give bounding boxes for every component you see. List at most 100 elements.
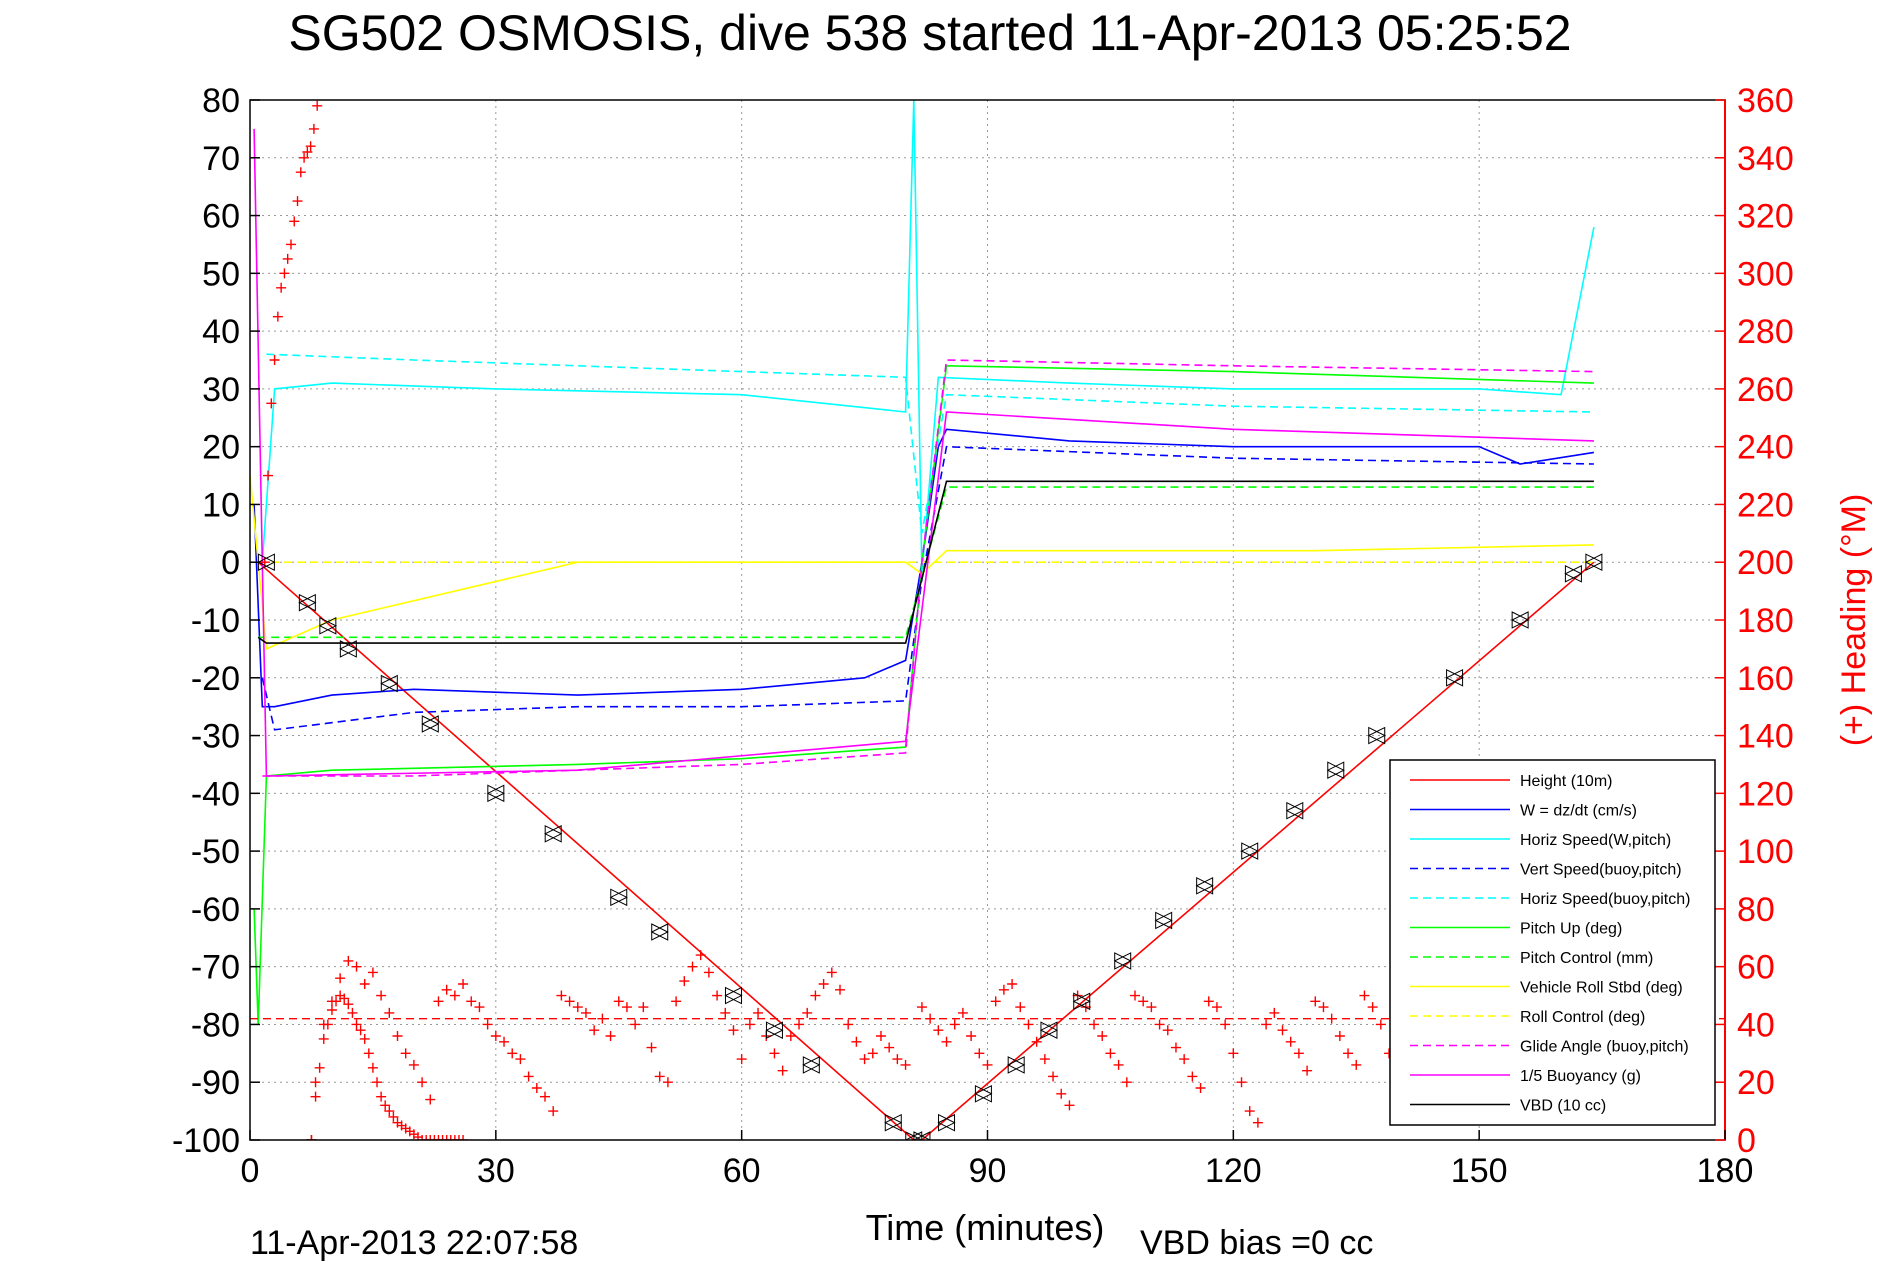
turn-marker [1240,842,1259,860]
heading-point [916,1002,927,1013]
heading-point [269,355,280,365]
y-tick-label: -80 [191,1006,240,1044]
y-tick-label: -90 [191,1064,240,1102]
y-tick-label: -100 [172,1122,240,1160]
heading-point [998,984,1009,995]
heading-point [359,1033,370,1044]
right-axis-label: (+) Heading (°M) [1835,494,1873,747]
y-tick-label: -40 [191,775,240,813]
legend-label-9: Glide Angle (buoy,pitch) [1520,1039,1689,1056]
heading-point [1039,1054,1050,1065]
heading-point [523,1071,534,1082]
y-tick-label: -60 [191,891,240,929]
heading-point [1056,1088,1067,1099]
turn-marker [1511,611,1530,629]
heading-point [1252,1117,1263,1128]
heading-point [941,1036,952,1047]
series-line-9 [262,359,1594,777]
heading-point [1170,1042,1181,1053]
heading-point [314,1062,325,1073]
heading-point [974,1048,985,1059]
y-right-tick-label: 360 [1737,82,1794,120]
heading-point [654,1071,665,1082]
heading-point [441,984,452,995]
heading-point [1064,1100,1075,1111]
y-tick-label: 70 [202,140,240,178]
heading-point [408,1059,419,1070]
heading-point [564,996,575,1007]
heading-point [982,1059,993,1070]
heading-point [1195,1083,1206,1093]
heading-point [453,1135,464,1140]
turn-marker [486,784,505,803]
turn-marker [1584,553,1604,572]
heading-point [458,1135,469,1140]
turn-marker [912,1131,932,1140]
heading-point [263,470,274,481]
y-tick-label: -20 [191,660,240,698]
heading-point [355,1025,366,1036]
heading-point [695,950,706,961]
turn-marker [298,593,317,612]
heading-point [367,1062,378,1073]
heading-point [818,979,829,989]
x-tick-label: 60 [723,1152,761,1190]
turn-marker [765,1021,784,1040]
heading-point [777,1065,788,1076]
heading-point [1318,1002,1329,1013]
heading-point [1351,1059,1362,1070]
y-right-tick-label: 0 [1737,1122,1756,1160]
heading-point [835,984,845,995]
heading-point [359,979,370,989]
heading-point [1146,1002,1157,1013]
heading-point [1269,1007,1280,1018]
heading-point [367,967,378,978]
footer-vbd-bias: VBD bias =0 cc [1140,1224,1373,1262]
heading-point [515,1054,526,1065]
heading-point [310,1091,321,1102]
y-tick-label: 20 [202,429,240,467]
heading-point [1228,1048,1239,1059]
turn-marker [1445,668,1464,687]
series-line-4 [266,353,1594,534]
heading-point [810,990,821,1001]
heading-point [335,973,346,984]
heading-point [1138,996,1149,1007]
heading-point [351,961,362,972]
heading-point [458,979,469,989]
heading-point [687,961,698,972]
heading-point [372,1077,383,1088]
heading-point [417,1135,428,1140]
heading-point [499,1036,510,1047]
legend-label-1: W = dz/dt (cm/s) [1520,803,1637,820]
heading-point [605,1031,616,1041]
turn-marker [1564,564,1583,583]
turn-marker [884,1113,903,1132]
y-right-tick-label: 260 [1737,371,1794,409]
heading-point [417,1077,428,1088]
series-line-2 [261,100,1595,574]
heading-point [449,1135,460,1140]
heading-point [662,1077,673,1088]
heading-point [351,1019,362,1030]
heading-point [531,1083,542,1093]
heading-point [1048,1071,1059,1082]
heading-point [421,1135,432,1140]
heading-point [1130,990,1140,1001]
heading-point [957,1007,968,1018]
heading-point [400,1048,411,1059]
turn-marker [650,923,669,941]
y-tick-label: 40 [202,313,240,351]
heading-point [859,1054,870,1065]
y-right-tick-label: 20 [1737,1064,1775,1102]
heading-point [1097,1031,1108,1041]
series-line-7 [250,475,1594,651]
heading-point [826,967,837,978]
heading-point [597,1013,608,1024]
heading-point [302,147,313,157]
legend-label-11: VBD (10 cc) [1520,1098,1606,1115]
chart-title: SG502 OSMOSIS, dive 538 started 11-Apr-2… [288,5,1571,61]
y-right-tick-label: 300 [1737,255,1794,293]
heading-point [990,996,1001,1007]
